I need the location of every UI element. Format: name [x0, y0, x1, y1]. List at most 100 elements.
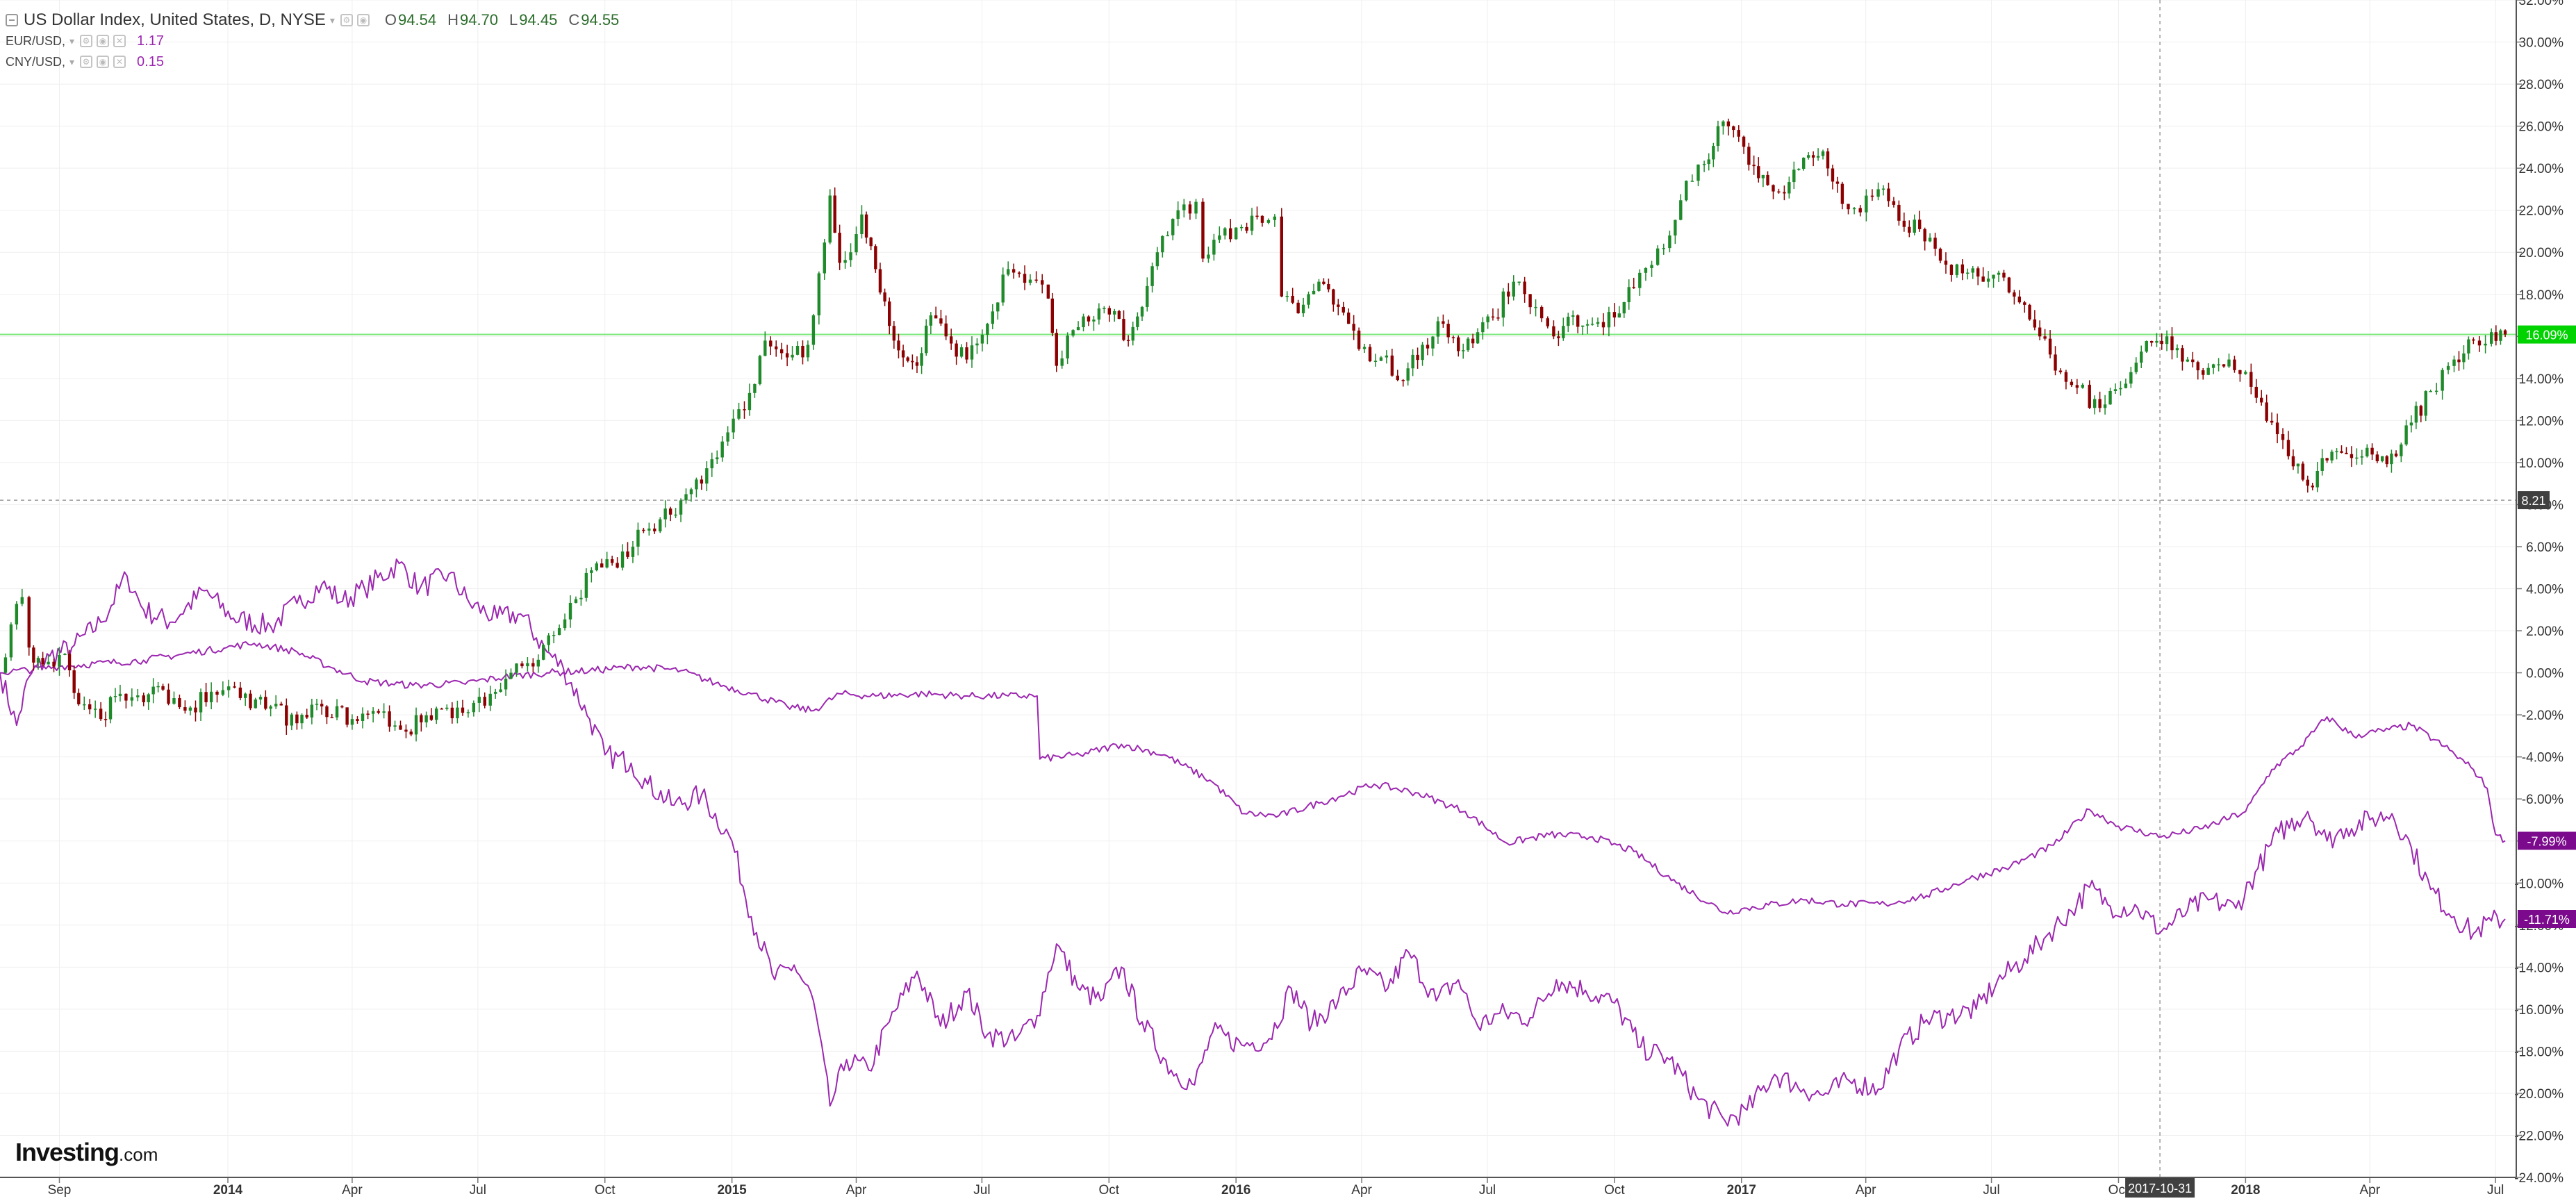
- candle-body: [531, 663, 535, 667]
- candle: [828, 189, 832, 245]
- candle: [1071, 329, 1075, 338]
- candle: [674, 508, 677, 518]
- candle: [1944, 252, 1948, 274]
- close-label: C: [568, 11, 580, 28]
- candle-body: [2270, 420, 2274, 423]
- price-badge-label: 16.09%: [2525, 329, 2568, 342]
- candle: [151, 678, 155, 704]
- candle: [320, 699, 324, 715]
- candle-body: [659, 519, 662, 531]
- candle: [88, 699, 92, 715]
- candle: [269, 704, 272, 717]
- candle-body: [2404, 425, 2408, 445]
- candle-body: [1757, 166, 1760, 179]
- candle: [388, 705, 391, 732]
- candle: [695, 477, 698, 498]
- candle-body: [1182, 204, 1186, 210]
- candle: [1396, 370, 1399, 381]
- candle-body: [1122, 318, 1125, 340]
- chevron-down-icon[interactable]: ▾: [69, 56, 75, 67]
- chevron-down-icon[interactable]: ▾: [329, 14, 335, 26]
- close-icon[interactable]: ✕: [113, 56, 126, 68]
- settings-icon[interactable]: ⚙: [80, 56, 93, 68]
- candle: [959, 344, 964, 358]
- y-tick-label: 4.00%: [2526, 583, 2563, 597]
- candle-body: [610, 559, 614, 563]
- candle-body: [2409, 422, 2413, 426]
- visibility-icon[interactable]: ◉: [356, 14, 370, 26]
- candle-body: [1507, 291, 1510, 297]
- candle-body: [1772, 185, 1775, 192]
- candle-body: [2477, 340, 2482, 346]
- candle: [2446, 362, 2450, 374]
- close-icon[interactable]: ✕: [113, 35, 126, 47]
- candle-body: [1696, 164, 1700, 181]
- candle-body: [2013, 292, 2016, 297]
- x-tick-label: Oct: [1604, 1183, 1625, 1198]
- candle: [1546, 316, 1549, 329]
- overlay-line-cny-usd: [0, 641, 2506, 915]
- candle: [1352, 315, 1355, 340]
- settings-icon[interactable]: ⚙: [80, 35, 93, 47]
- candle: [1041, 274, 1044, 294]
- candle-body: [1552, 326, 1555, 337]
- visibility-icon[interactable]: ◉: [97, 56, 110, 68]
- candle-body: [2472, 339, 2475, 341]
- candle: [710, 452, 713, 477]
- candle-body: [2175, 348, 2179, 351]
- candle-body: [1451, 337, 1455, 338]
- candle: [2070, 379, 2074, 388]
- candle: [27, 595, 31, 656]
- candle-body: [2490, 332, 2493, 344]
- visibility-icon[interactable]: ◉: [97, 35, 110, 47]
- chevron-down-icon[interactable]: ▾: [69, 35, 75, 47]
- candle: [1117, 310, 1121, 320]
- candle-body: [1028, 279, 1032, 283]
- candle-body: [377, 711, 380, 713]
- candle: [1266, 218, 1271, 224]
- candle: [838, 224, 841, 270]
- candle-body: [2070, 381, 2074, 386]
- candle: [429, 708, 434, 721]
- settings-icon[interactable]: ⚙: [340, 14, 353, 26]
- collapse-legend-icon[interactable]: [6, 14, 18, 26]
- candle: [83, 696, 86, 711]
- candle: [2134, 357, 2138, 374]
- candle-body: [151, 686, 155, 695]
- price-badge-bg: [2518, 910, 2576, 929]
- candle-body: [1955, 264, 1959, 275]
- candle-body: [2211, 364, 2215, 368]
- candle: [1150, 262, 1154, 293]
- candle-body: [2355, 457, 2359, 459]
- candle-body: [1816, 156, 1820, 158]
- candle: [2129, 366, 2133, 388]
- candle: [1471, 333, 1475, 349]
- candle: [2429, 389, 2432, 392]
- candle-body: [674, 514, 677, 516]
- candle: [806, 340, 810, 362]
- candle-body: [1976, 268, 1980, 277]
- candle-body: [1126, 340, 1130, 341]
- candle: [574, 596, 578, 604]
- candle-body: [167, 689, 170, 704]
- candle-body: [1207, 254, 1210, 259]
- candle: [1066, 332, 1069, 365]
- candle: [1656, 245, 1660, 266]
- candle: [1772, 184, 1775, 199]
- investing-logo[interactable]: Investing.com: [15, 1138, 158, 1167]
- candle: [477, 688, 481, 713]
- y-tick-label: -24.00%: [2514, 1171, 2563, 1186]
- candle-body: [2366, 447, 2369, 456]
- candle: [1218, 226, 1221, 244]
- candle-body: [1347, 312, 1351, 324]
- candle: [221, 681, 225, 697]
- candle-body: [1034, 279, 1038, 281]
- candle-body: [2441, 370, 2444, 391]
- candle: [1831, 165, 1835, 190]
- y-tick-label: 2.00%: [2526, 624, 2563, 639]
- crosshair-value-label: 8.21: [2521, 494, 2545, 508]
- candle-body: [1146, 285, 1149, 307]
- candle-body: [929, 315, 933, 326]
- candle-body: [1131, 326, 1134, 341]
